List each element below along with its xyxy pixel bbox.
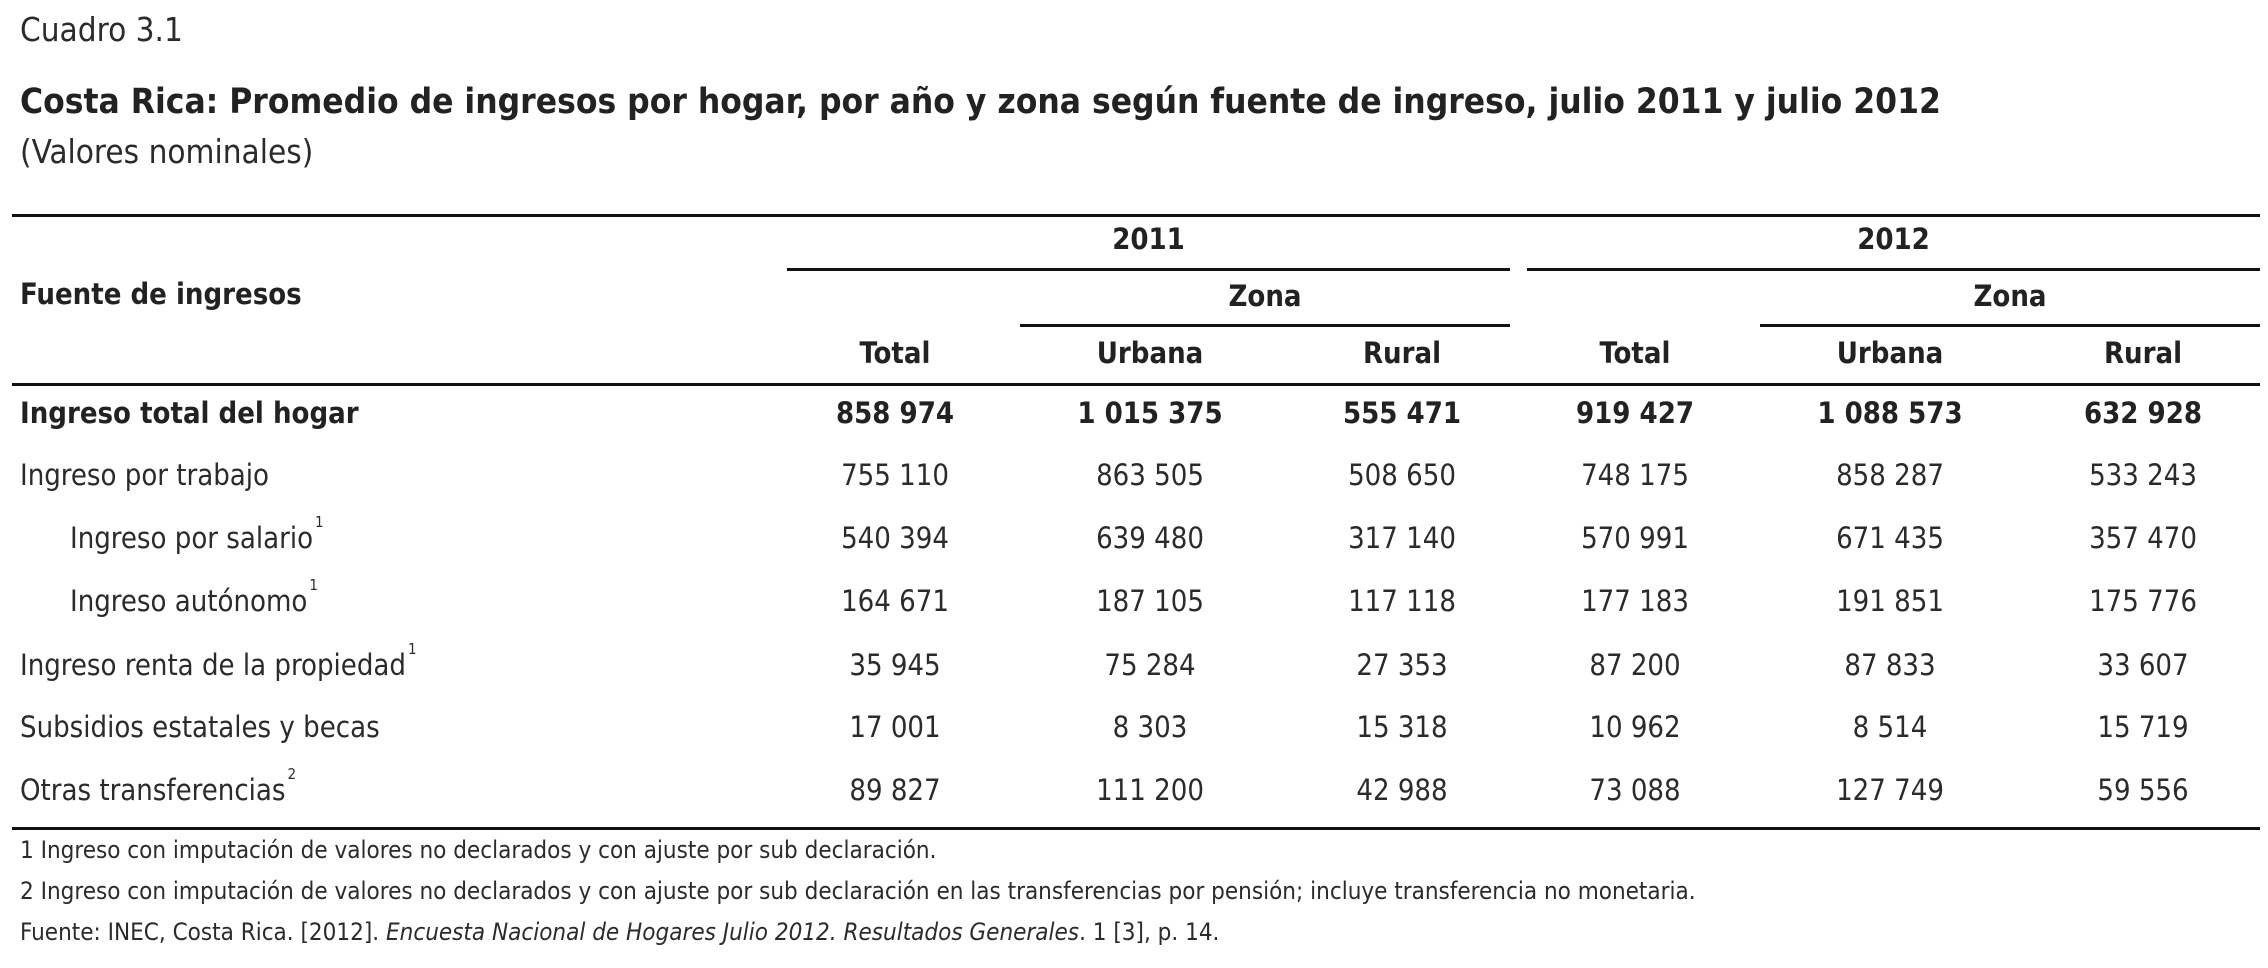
table-cell: 89 827 bbox=[849, 773, 941, 807]
table-cell: 632 928 bbox=[2084, 396, 2202, 430]
source-title: Encuesta Nacional de Hogares Julio 2012.… bbox=[386, 918, 1080, 946]
row-label-text: Subsidios estatales y becas bbox=[20, 710, 380, 744]
header-bottom-rule bbox=[12, 383, 2260, 386]
row-label: Ingreso por salario 1 bbox=[70, 513, 324, 555]
table-cell: 858 287 bbox=[1836, 458, 1944, 492]
col-header-urbana-2011: Urbana bbox=[1096, 336, 1204, 370]
table-cell: 191 851 bbox=[1836, 584, 1944, 618]
table-cell: 8 514 bbox=[1852, 710, 1928, 744]
footnote-1: 1 Ingreso con imputación de valores no d… bbox=[20, 836, 937, 864]
table-cell: 111 200 bbox=[1096, 773, 1204, 807]
table-cell: 570 991 bbox=[1581, 521, 1689, 555]
table-cell: 639 480 bbox=[1096, 521, 1204, 555]
row-label: Subsidios estatales y becas bbox=[20, 710, 380, 744]
row-label-text: Ingreso por salario bbox=[70, 521, 314, 555]
year-2011-header: 2011 bbox=[1112, 222, 1185, 256]
table-subtitle: (Valores nominales) bbox=[20, 132, 314, 171]
row-label: Otras transferencias 2 bbox=[20, 765, 296, 807]
footnote-marker: 1 bbox=[309, 576, 318, 594]
table-cell: 755 110 bbox=[841, 458, 949, 492]
table-cell: 919 427 bbox=[1576, 396, 1694, 430]
source-prefix: Fuente: INEC, Costa Rica. [2012]. bbox=[20, 918, 386, 946]
table-cell: 42 988 bbox=[1356, 773, 1448, 807]
table-caption: Cuadro 3.1 bbox=[20, 10, 183, 49]
table-cell: 1 088 573 bbox=[1817, 396, 1963, 430]
table-cell: 863 505 bbox=[1096, 458, 1204, 492]
year-2012-rule bbox=[1527, 268, 2260, 271]
row-header: Fuente de ingresos bbox=[20, 277, 302, 311]
top-rule bbox=[12, 214, 2260, 217]
table-cell: 75 284 bbox=[1104, 648, 1196, 682]
table-cell: 8 303 bbox=[1112, 710, 1188, 744]
table-cell: 317 140 bbox=[1348, 521, 1456, 555]
table-bottom-rule bbox=[12, 827, 2260, 830]
table-cell: 555 471 bbox=[1343, 396, 1461, 430]
table-cell: 87 833 bbox=[1844, 648, 1936, 682]
table-cell: 748 175 bbox=[1581, 458, 1689, 492]
source-note: Fuente: INEC, Costa Rica. [2012]. Encues… bbox=[20, 918, 1219, 946]
zona-2011-rule bbox=[1020, 324, 1510, 327]
table-cell: 117 118 bbox=[1348, 584, 1456, 618]
table-cell: 15 318 bbox=[1356, 710, 1448, 744]
table-cell: 671 435 bbox=[1836, 521, 1944, 555]
table-cell: 177 183 bbox=[1581, 584, 1689, 618]
source-suffix: . 1 [3], p. 14. bbox=[1079, 918, 1220, 946]
table-cell: 1 015 375 bbox=[1077, 396, 1223, 430]
zona-2012-rule bbox=[1760, 324, 2260, 327]
table-cell: 33 607 bbox=[2097, 648, 2189, 682]
year-2011-rule bbox=[787, 268, 1510, 271]
table-cell: 164 671 bbox=[841, 584, 949, 618]
row-label-text: Ingreso autónomo bbox=[70, 584, 308, 618]
row-label: Ingreso renta de la propiedad 1 bbox=[20, 640, 417, 682]
footnote-marker: 1 bbox=[407, 640, 417, 658]
table-cell: 15 719 bbox=[2097, 710, 2189, 744]
row-label-text: Ingreso renta de la propiedad bbox=[20, 648, 406, 682]
row-label: Ingreso por trabajo bbox=[20, 458, 269, 492]
year-2012-header: 2012 bbox=[1857, 222, 1930, 256]
table-cell: 127 749 bbox=[1836, 773, 1944, 807]
table-title: Costa Rica: Promedio de ingresos por hog… bbox=[20, 82, 1941, 122]
table-cell: 533 243 bbox=[2089, 458, 2197, 492]
footnote-marker: 1 bbox=[315, 513, 324, 531]
col-header-rural-2011: Rural bbox=[1362, 336, 1442, 370]
col-header-total-2012: Total bbox=[1599, 336, 1671, 370]
row-label-text: Ingreso total del hogar bbox=[20, 396, 359, 430]
table-cell: 87 200 bbox=[1589, 648, 1681, 682]
table-cell: 187 105 bbox=[1096, 584, 1204, 618]
table-cell: 59 556 bbox=[2097, 773, 2189, 807]
zona-2012-header: Zona bbox=[1973, 279, 2047, 313]
table-cell: 858 974 bbox=[836, 396, 954, 430]
table-cell: 508 650 bbox=[1348, 458, 1456, 492]
col-header-rural-2012: Rural bbox=[2103, 336, 2183, 370]
row-label: Ingreso autónomo 1 bbox=[70, 576, 318, 618]
table-cell: 27 353 bbox=[1356, 648, 1448, 682]
table-cell: 73 088 bbox=[1589, 773, 1681, 807]
table-cell: 10 962 bbox=[1589, 710, 1681, 744]
table-cell: 35 945 bbox=[849, 648, 941, 682]
col-header-urbana-2012: Urbana bbox=[1836, 336, 1944, 370]
table-cell: 17 001 bbox=[849, 710, 941, 744]
table-cell: 540 394 bbox=[841, 521, 949, 555]
col-header-total-2011: Total bbox=[859, 336, 931, 370]
zona-2011-header: Zona bbox=[1228, 279, 1302, 313]
row-label: Ingreso total del hogar bbox=[20, 396, 359, 430]
footnote-2: 2 Ingreso con imputación de valores no d… bbox=[20, 877, 1696, 905]
footnote-marker: 2 bbox=[287, 765, 297, 783]
row-label-text: Otras transferencias bbox=[20, 773, 286, 807]
table-cell: 357 470 bbox=[2089, 521, 2197, 555]
row-label-text: Ingreso por trabajo bbox=[20, 458, 269, 492]
table-cell: 175 776 bbox=[2089, 584, 2197, 618]
